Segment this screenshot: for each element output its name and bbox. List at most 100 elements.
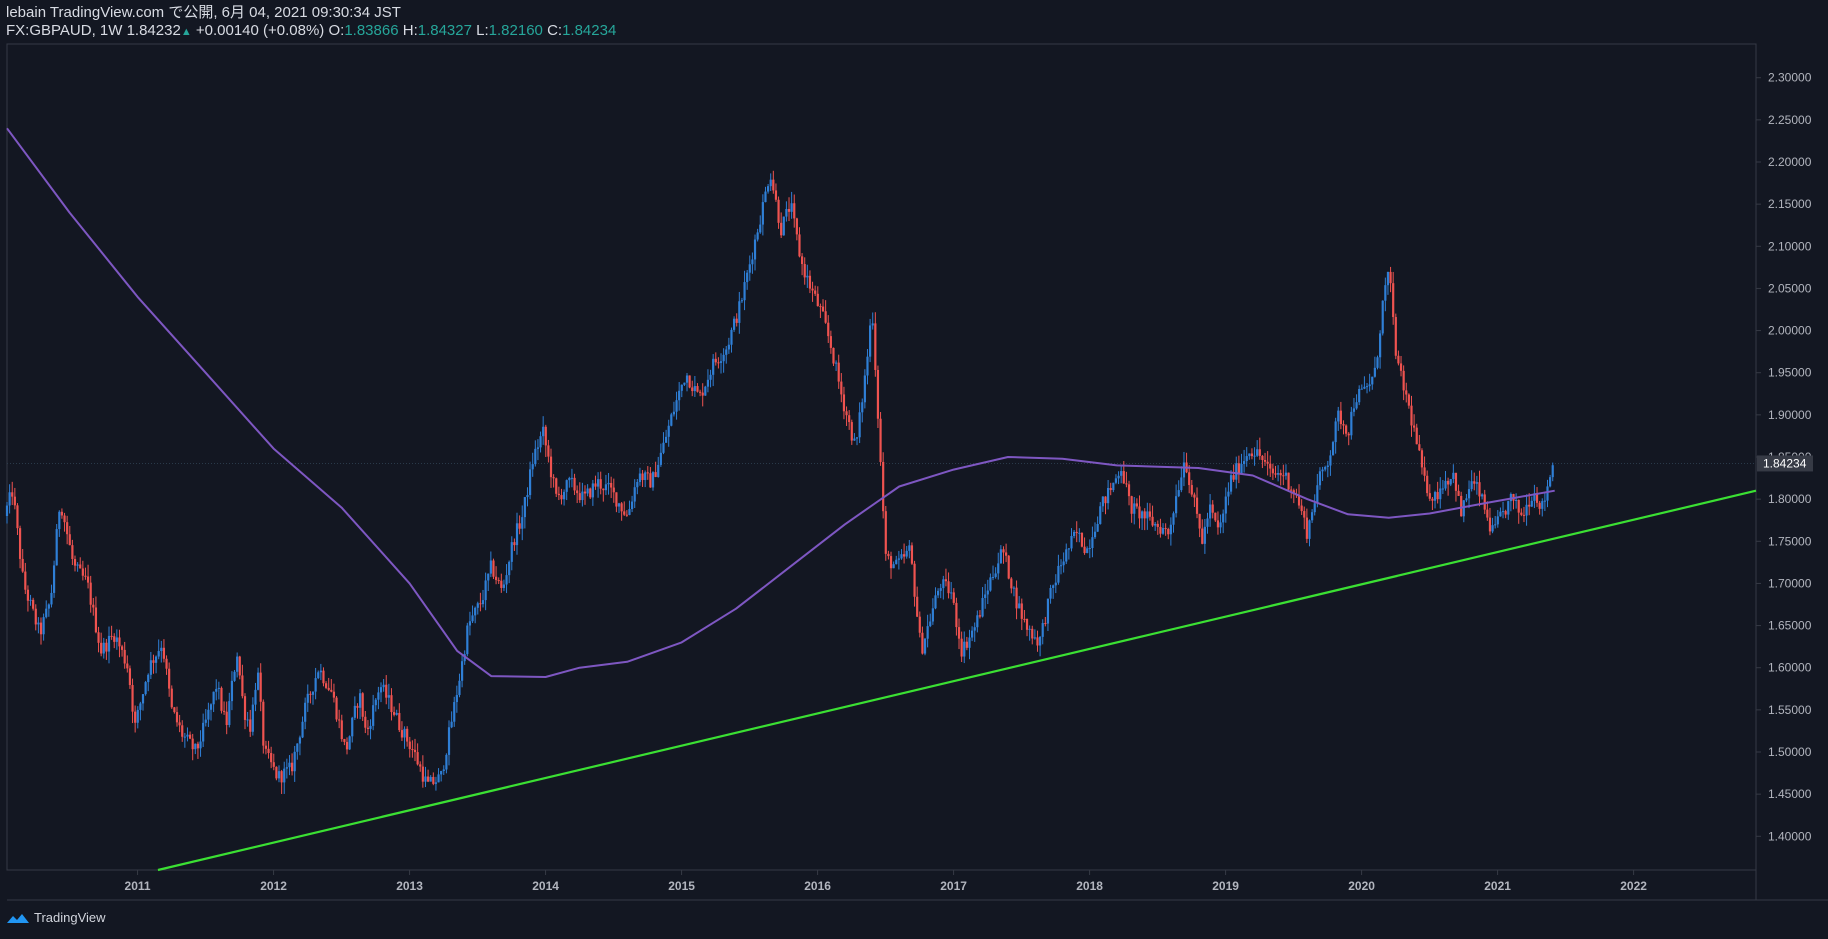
candle-body xyxy=(332,691,336,698)
candle-body xyxy=(1543,500,1546,502)
candle-body xyxy=(338,719,341,721)
candle-body xyxy=(1394,317,1397,356)
candle-body xyxy=(500,580,503,588)
candle-body xyxy=(1447,480,1450,485)
candle-body xyxy=(144,682,147,695)
candle-body xyxy=(772,179,775,191)
moving-average[interactable] xyxy=(6,127,1555,678)
candle-body xyxy=(115,637,118,642)
candle-body xyxy=(552,477,555,479)
candle-body xyxy=(1073,531,1076,537)
candle-body xyxy=(717,362,720,364)
candle-body xyxy=(228,701,231,726)
candle-body xyxy=(1373,367,1376,377)
candle-body xyxy=(1379,333,1382,358)
candle-body xyxy=(1248,453,1251,457)
candle-body xyxy=(1287,472,1290,490)
candle-body xyxy=(324,683,328,688)
candle-body xyxy=(636,482,639,488)
candle-body xyxy=(217,687,220,689)
candle-body xyxy=(131,685,134,712)
candle-body xyxy=(505,575,508,585)
candle-body xyxy=(254,689,257,705)
candle-body xyxy=(13,496,16,506)
candle-body xyxy=(701,392,704,396)
candle-body xyxy=(759,224,762,233)
candle-body xyxy=(534,448,537,465)
candle-body xyxy=(1107,487,1110,504)
candle-body xyxy=(536,447,540,449)
candle-body xyxy=(267,748,270,754)
candle-body xyxy=(366,727,370,729)
candle-body xyxy=(612,487,615,493)
last-price-badge-bg xyxy=(1757,455,1813,472)
candle-body xyxy=(989,577,992,591)
candle-body xyxy=(999,549,1002,564)
support-trendline[interactable] xyxy=(157,489,1757,872)
candle-body xyxy=(1462,500,1465,517)
candle-body xyxy=(1282,475,1285,477)
candle-body xyxy=(1486,509,1489,518)
candle-body xyxy=(1347,433,1350,436)
candle-body xyxy=(270,753,273,763)
candle-body xyxy=(1096,523,1099,532)
candle-body xyxy=(1266,461,1269,464)
candle-body xyxy=(1433,492,1437,501)
chart-publish-info: lebain TradingView.com で公開, 6月 04, 2021 … xyxy=(6,4,401,21)
candle-body xyxy=(670,414,673,426)
candle-body xyxy=(86,576,90,583)
candle-body xyxy=(317,672,320,679)
candle-body xyxy=(1206,518,1209,527)
candle-body xyxy=(1494,524,1497,526)
candle-body xyxy=(1504,511,1507,515)
candle-body xyxy=(633,487,636,502)
candle-body xyxy=(502,584,506,588)
candle-body xyxy=(719,361,723,363)
candle-body xyxy=(1381,300,1384,334)
moving-average-line[interactable] xyxy=(6,127,1555,678)
candle-body xyxy=(630,501,634,510)
candle-body xyxy=(1093,531,1097,538)
candle-body xyxy=(1389,271,1392,284)
candle-body xyxy=(604,484,608,491)
candle-body xyxy=(194,743,197,750)
candle-body xyxy=(918,616,921,633)
candle-body xyxy=(497,580,500,582)
candles[interactable] xyxy=(5,170,1554,794)
candle-body xyxy=(468,621,472,626)
candle-body xyxy=(722,354,725,362)
candle-body xyxy=(1392,283,1395,318)
candle-body xyxy=(1156,523,1159,527)
y-axis[interactable]: 1.40000 1.45000 1.50000 1.55000 1.60000 1.650… xyxy=(1756,71,1812,844)
x-axis[interactable]: 2011 2012 2013 2014 2015 2016 2017 2018 2019 2020… xyxy=(125,870,1648,893)
candle-body xyxy=(204,719,207,723)
candle-body xyxy=(806,275,809,278)
candle-body xyxy=(819,306,822,308)
candle-body xyxy=(929,621,932,627)
candle-body xyxy=(1481,494,1484,497)
candle-body xyxy=(162,647,166,659)
candle-body xyxy=(599,479,602,489)
candle-body xyxy=(16,505,19,529)
y-tick-label: 1.90000 xyxy=(1768,408,1812,422)
y-tick-label: 1.45000 xyxy=(1768,787,1812,801)
candle-body xyxy=(1515,499,1518,501)
candle-body xyxy=(1169,524,1172,535)
trendline[interactable] xyxy=(157,489,1757,872)
symbol-interval[interactable]: FX:GBPAUD, 1W xyxy=(6,22,123,39)
candle-body xyxy=(406,728,409,742)
candle-body xyxy=(1114,478,1118,483)
candle-body xyxy=(654,472,657,477)
candle-body xyxy=(1303,511,1306,518)
candle-body xyxy=(1143,511,1146,519)
y-tick-label: 1.70000 xyxy=(1768,576,1812,590)
candle-body xyxy=(147,674,150,683)
candle-body xyxy=(408,741,411,750)
candle-body xyxy=(1146,511,1149,519)
candle-body xyxy=(1399,363,1403,371)
candle-body xyxy=(372,705,375,726)
candle-body xyxy=(186,734,189,737)
candle-body xyxy=(1329,455,1332,466)
candle-body xyxy=(243,696,247,720)
